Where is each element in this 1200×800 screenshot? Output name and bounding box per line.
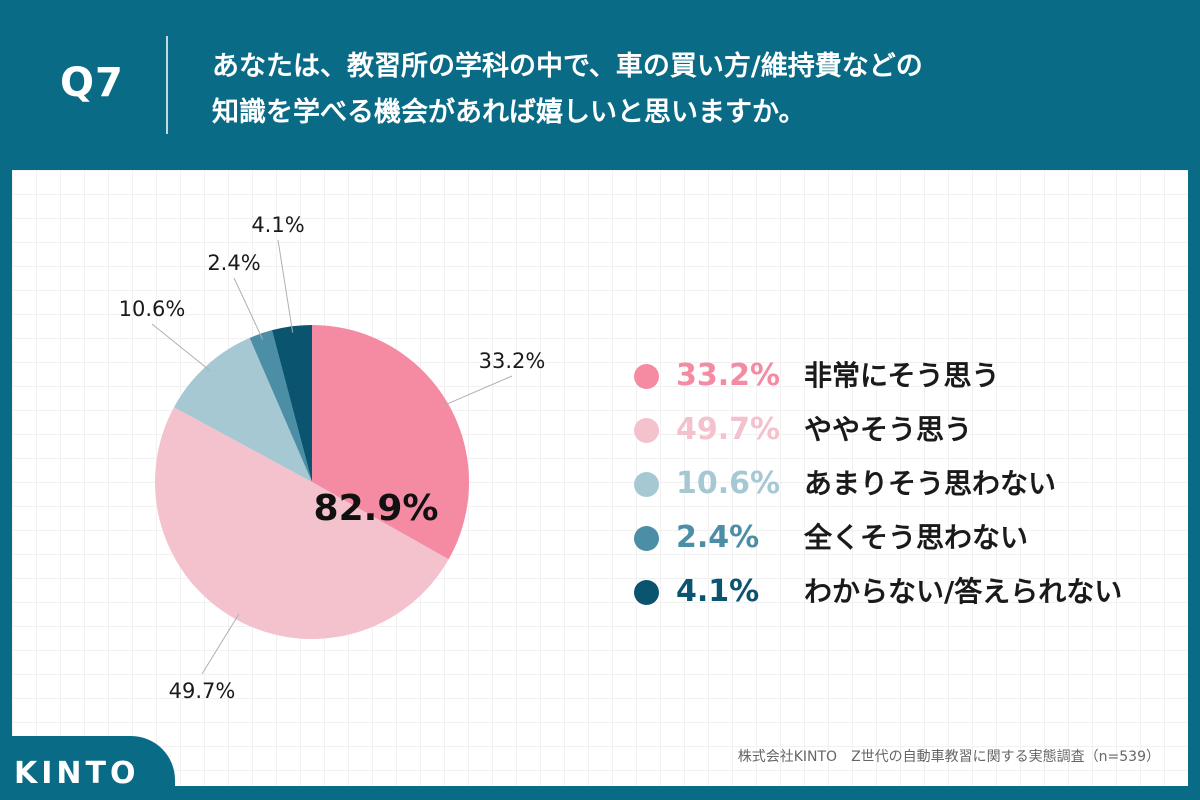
legend-swatch [634,364,659,389]
pie-slice [249,330,312,482]
source-note: 株式会社KINTO Z世代の自動車教習に関する実態調査（n=539） [737,749,1160,765]
legend-swatch [634,526,659,551]
pie-slice [272,325,312,482]
slice-value-label: 10.6% [119,297,186,321]
legend-label: ややそう思う [804,413,973,446]
leader-line [442,375,513,407]
pie-slice [312,325,469,560]
slice-value-label: 4.1% [251,213,304,237]
leader-line [277,239,294,333]
kinto-logo: KINTO [0,736,175,800]
legend-value: 4.1% [676,574,760,609]
kinto-logo-text: KINTO [14,756,140,791]
legend-value: 2.4% [676,520,760,555]
leader-line [201,613,240,675]
pie-slice [154,407,449,640]
header-divider [166,36,168,134]
question-title-line1: あなたは、教習所の学科の中で、車の買い方/維持費などの [212,51,923,82]
chart-panel: 33.2% 49.7% 10.6% 2.4% 4.1% 82.9% 33.2% 非常にそう思… [12,170,1188,786]
legend-swatch [634,580,659,605]
header: Q7 あなたは、教習所の学科の中で、車の買い方/維持費などの 知識を学べる機会が… [0,0,1200,170]
question-title-line2: 知識を学べる機会があれば嬉しいと思いますか。 [212,97,806,128]
legend-label: あまりそう思わない [804,467,1057,500]
center-total-label: 82.9% [314,488,439,529]
question-title: あなたは、教習所の学科の中で、車の買い方/維持費などの 知識を学べる機会があれば… [212,44,1172,136]
slice-value-label: 49.7% [169,679,236,703]
slice-value-label: 2.4% [207,251,260,275]
question-label: Q7 [60,60,124,106]
slice-value-label: 33.2% [479,349,546,373]
legend-value: 10.6% [676,466,781,501]
legend-label: 非常にそう思う [804,359,1000,392]
legend-swatch [634,472,659,497]
pie-slice [173,337,312,482]
legend-label: わからない/答えられない [804,575,1123,608]
pie-chart: 33.2% 49.7% 10.6% 2.4% 4.1% 82.9% [119,213,546,703]
legend-value: 33.2% [676,358,781,393]
legend-label: 全くそう思わない [804,521,1029,554]
legend-value: 49.7% [676,412,781,447]
legend-swatch [634,418,659,443]
leader-line [151,323,211,372]
leader-line [233,277,264,340]
